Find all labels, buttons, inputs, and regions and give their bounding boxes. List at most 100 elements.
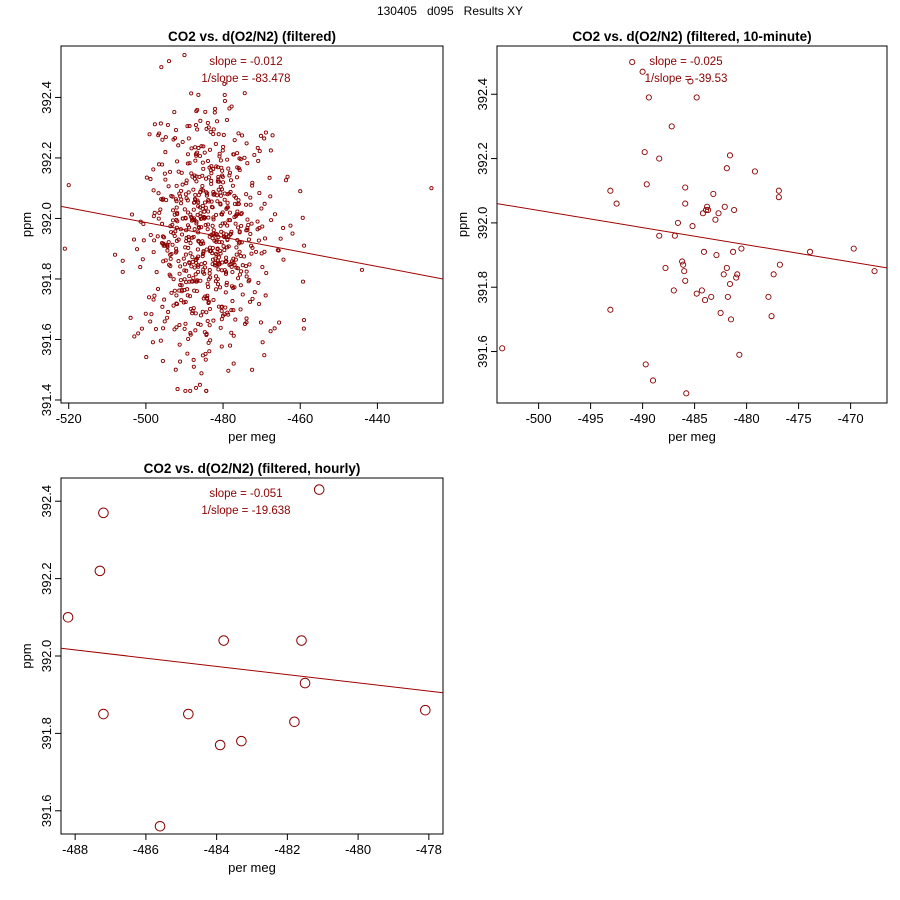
data-point xyxy=(258,133,263,138)
data-point xyxy=(202,150,207,155)
data-point xyxy=(219,308,224,313)
data-point xyxy=(281,257,286,262)
data-point xyxy=(193,328,198,333)
data-point xyxy=(162,319,167,324)
data-point xyxy=(217,262,222,267)
data-point xyxy=(195,212,200,217)
data-point xyxy=(178,359,183,364)
data-point xyxy=(231,333,236,338)
data-point xyxy=(166,309,171,315)
data-point xyxy=(726,280,734,288)
x-tick-label: -480 xyxy=(734,411,760,426)
data-point xyxy=(138,219,143,224)
data-point xyxy=(296,635,307,646)
data-point xyxy=(187,274,192,279)
data-point xyxy=(225,245,230,250)
data-point xyxy=(178,278,183,283)
data-point xyxy=(221,132,226,138)
data-point xyxy=(235,276,241,281)
data-point xyxy=(270,133,275,138)
data-point xyxy=(262,136,267,141)
data-point xyxy=(156,216,161,221)
data-point xyxy=(134,247,140,252)
data-point xyxy=(174,246,179,251)
data-point xyxy=(140,257,145,262)
data-point xyxy=(268,148,273,153)
data-point xyxy=(210,236,215,241)
data-point xyxy=(162,297,167,302)
data-point xyxy=(313,484,325,495)
data-point xyxy=(238,283,243,288)
data-point xyxy=(256,280,261,285)
data-point xyxy=(281,225,286,231)
data-point xyxy=(205,227,210,232)
data-point xyxy=(165,248,170,253)
data-point xyxy=(228,231,233,236)
data-point xyxy=(237,272,242,277)
data-point xyxy=(713,252,720,259)
page-title: 130405 d095 Results XY xyxy=(376,4,524,18)
data-point xyxy=(751,168,758,175)
data-point xyxy=(285,174,290,179)
data-point xyxy=(148,232,153,238)
plot-frame xyxy=(60,477,444,835)
data-point xyxy=(165,315,170,320)
data-point xyxy=(160,304,165,309)
data-point xyxy=(188,212,193,217)
data-point xyxy=(258,320,264,325)
data-point xyxy=(169,252,174,257)
data-point xyxy=(268,329,273,334)
data-point xyxy=(188,251,193,256)
data-point xyxy=(213,141,218,147)
data-point xyxy=(429,186,434,191)
data-point xyxy=(235,209,240,214)
data-point xyxy=(156,191,161,196)
data-point xyxy=(216,177,221,182)
inverse-slope-annotation: 1/slope = -19.638 xyxy=(201,505,290,517)
data-point xyxy=(244,269,249,274)
data-point xyxy=(201,166,206,171)
data-point xyxy=(206,300,211,305)
data-point xyxy=(250,183,255,188)
data-point xyxy=(183,245,188,250)
y-tick-label: 392.2 xyxy=(39,142,54,175)
data-point xyxy=(225,205,230,210)
data-point xyxy=(204,332,209,338)
data-point xyxy=(175,219,180,224)
data-point xyxy=(187,294,193,299)
x-tick-label: -485 xyxy=(682,411,708,426)
data-point xyxy=(196,200,201,205)
data-point xyxy=(244,316,249,321)
data-point xyxy=(212,110,217,115)
data-point xyxy=(233,257,238,262)
data-point xyxy=(723,165,730,172)
data-point xyxy=(300,279,306,284)
data-point xyxy=(161,326,166,331)
data-point xyxy=(187,279,192,284)
regression-line xyxy=(61,205,443,280)
data-point xyxy=(207,165,212,170)
data-point xyxy=(262,201,267,206)
data-point xyxy=(190,255,195,260)
data-point xyxy=(705,206,712,214)
data-point xyxy=(131,237,137,242)
data-point xyxy=(222,197,227,202)
data-point xyxy=(168,256,173,261)
data-point xyxy=(682,277,689,284)
data-point xyxy=(148,177,153,182)
data-point xyxy=(204,247,209,252)
data-point xyxy=(193,192,198,197)
data-point xyxy=(129,212,135,217)
data-point xyxy=(681,268,688,275)
data-point xyxy=(738,245,745,252)
data-point xyxy=(224,232,229,237)
data-point xyxy=(708,293,715,300)
data-point xyxy=(174,199,179,204)
data-point xyxy=(186,225,192,230)
data-point xyxy=(228,178,234,183)
data-point xyxy=(217,154,222,159)
data-point xyxy=(147,132,152,137)
data-point xyxy=(244,320,249,325)
x-axis-label: per meg xyxy=(668,429,716,444)
plot-frame xyxy=(496,45,888,404)
